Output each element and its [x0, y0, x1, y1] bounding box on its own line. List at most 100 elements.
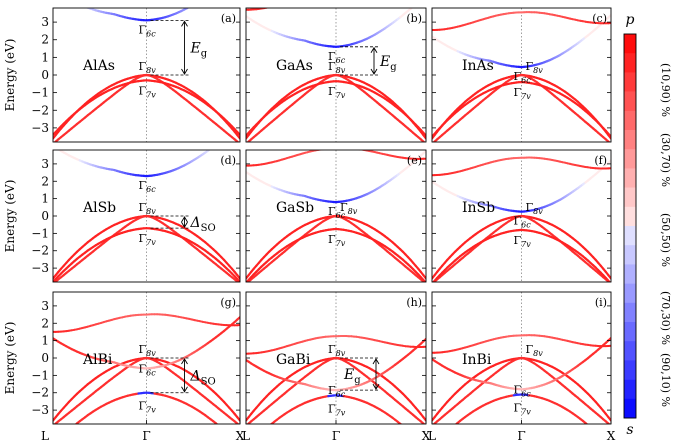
annotation-label: Eg	[190, 41, 208, 60]
colorbar-swatch	[624, 360, 636, 380]
plot-area	[432, 150, 611, 282]
split-off-band	[432, 228, 611, 282]
upper-conduction-band	[246, 335, 426, 355]
colorbar-top-label: p	[626, 12, 635, 28]
x-tick-label: Γ	[332, 429, 340, 443]
colorbar-swatch	[624, 91, 636, 112]
colorbar-swatch	[624, 34, 636, 54]
colorbar-swatch	[624, 110, 636, 131]
panel-label: (d)	[220, 154, 236, 167]
annotation: Eg	[340, 357, 380, 391]
y-tick-label: 3	[41, 157, 49, 171]
plot-area	[432, 8, 611, 142]
y-tick-label: 1	[41, 334, 49, 348]
material-label: InBi	[462, 352, 492, 368]
gamma-7v-label: Γ7v	[328, 402, 346, 417]
plot-area	[53, 150, 240, 282]
split-off-band	[269, 394, 403, 424]
annotation: ΔSO	[150, 357, 216, 394]
gamma-8v-label: Γ8v	[328, 60, 346, 75]
y-tick-label: 1	[41, 192, 49, 206]
y-tick-label: −3	[31, 261, 49, 275]
y-tick-label: 3	[41, 15, 49, 29]
colorbar-frame	[623, 33, 637, 419]
conduction-band	[53, 316, 240, 370]
arrow-head	[372, 383, 380, 391]
material-label: GaBi	[276, 352, 311, 368]
gamma-7v-label: Γ7v	[139, 232, 157, 247]
split-off-band	[454, 393, 589, 424]
colorbar-range-label: (70,30) %	[659, 291, 672, 345]
valence-band-lh	[53, 356, 240, 424]
colorbar-swatch	[624, 187, 636, 208]
arrow-head	[372, 358, 380, 365]
colorbar-swatch	[624, 398, 636, 419]
gamma-6c-label: Γ6c	[328, 50, 346, 65]
colorbar-range-label: (10,90) %	[659, 63, 672, 117]
y-axis-label: Energy (eV)	[3, 39, 17, 112]
plot-area	[53, 8, 240, 142]
panel-label: (h)	[406, 296, 422, 309]
colorbar-swatch	[624, 379, 636, 400]
colorbar-bottom-label: s	[626, 422, 633, 438]
plot-area	[246, 150, 426, 282]
y-axis-label: Energy (eV)	[3, 322, 17, 395]
gamma-6c-label: Γ6c	[514, 383, 532, 398]
colorbar-range-label: (90,10) %	[659, 353, 672, 407]
arrow-head	[181, 386, 188, 393]
arrow-head	[370, 68, 378, 75]
gamma-7v-label: Γ7v	[328, 85, 346, 100]
y-tick-label: 0	[41, 209, 49, 223]
panel-label: (e)	[407, 154, 422, 167]
y-tick-label: −1	[31, 368, 49, 382]
material-label: InSb	[462, 200, 495, 216]
colorbar-swatch	[624, 302, 636, 323]
y-tick-label: 2	[41, 316, 49, 330]
material-label: AlAs	[82, 58, 115, 74]
x-tick-label: L	[428, 429, 436, 443]
colorbar-swatch	[624, 322, 636, 342]
gamma-7v-label: Γ7v	[139, 400, 157, 415]
gamma-7v-label: Γ7v	[514, 234, 532, 249]
conduction-band	[246, 337, 426, 392]
colorbar-range-label: (30,70) %	[659, 133, 672, 187]
conduction-band	[432, 159, 611, 213]
material-label: AlSb	[82, 200, 116, 216]
conduction-band	[432, 14, 611, 69]
material-label: InAs	[462, 58, 494, 74]
upper-conduction-band	[432, 156, 611, 177]
annotation: ΔSO	[150, 215, 216, 234]
gamma-6c-label: Γ6c	[139, 179, 157, 194]
panel-a: −3 −2 −1 0 1 2 3 Energy (eV) (a) AlAs Γ6c Γ8v Γ7v Eg	[3, 7, 241, 143]
x-tick-label: L	[41, 429, 49, 443]
x-tick-label: X	[236, 429, 245, 443]
valence-band-lh	[246, 73, 426, 142]
y-tick-label: 1	[41, 50, 49, 64]
x-tick-label: L	[242, 429, 250, 443]
colorbar-swatch	[624, 72, 636, 92]
colorbar: p s (10,90) % (30,70) % (50,50) % (70,30) % (9…	[623, 12, 672, 438]
split-off-band	[53, 79, 240, 136]
colorbar-swatch	[624, 264, 636, 284]
gamma-7v-label: Γ7v	[328, 233, 346, 248]
gamma-6c-label: Γ6c	[139, 362, 157, 377]
plot-area	[246, 292, 426, 424]
colorbar-range-label: (50,50) %	[659, 213, 672, 267]
split-off-band	[246, 227, 426, 282]
arrow-head	[181, 216, 188, 223]
gamma-8v-label: Γ8v	[526, 60, 544, 75]
x-tick-label: X	[607, 429, 616, 443]
gamma-7v-label: Γ7v	[139, 84, 157, 99]
upper-conduction-band	[246, 150, 426, 167]
panel-g: −3 −2 −1 0 1 2 3 Energy (eV) L Γ X (g) AlBi Γ6c Γ8v Γ7v…	[3, 291, 245, 443]
gamma-6c-label: Γ6c	[328, 384, 346, 399]
split-off-band	[53, 227, 240, 282]
colorbar-swatch	[624, 283, 636, 304]
x-tick-label: Γ	[142, 429, 150, 443]
plot-area	[53, 292, 240, 424]
y-tick-label: −2	[31, 244, 49, 258]
upper-conduction-band	[53, 313, 240, 333]
material-label: GaAs	[276, 58, 313, 74]
colorbar-swatch	[624, 53, 636, 73]
